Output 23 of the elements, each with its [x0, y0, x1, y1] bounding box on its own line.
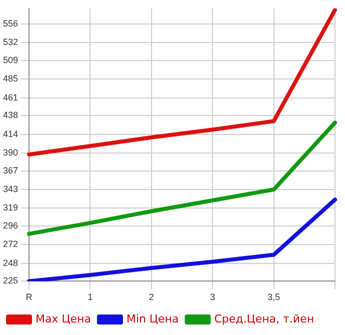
- legend-label: Min Цена: [126, 312, 179, 326]
- y-tick-label: 319: [2, 202, 18, 213]
- y-tick-label: 248: [2, 258, 18, 268]
- y-tick-label: 367: [2, 165, 18, 176]
- x-tick-label: 3,5: [268, 292, 280, 302]
- legend-label: Max Цена: [36, 312, 91, 326]
- x-tick-label: 3: [210, 292, 216, 302]
- y-tick-label: 414: [2, 128, 18, 139]
- y-tick-label: 509: [2, 54, 18, 65]
- y-tick-label: 225: [2, 276, 18, 286]
- x-tick-label: R: [26, 292, 33, 302]
- x-tick-label: 1: [88, 292, 93, 302]
- y-tick-label: 532: [2, 37, 18, 48]
- x-tick-label: 2: [148, 292, 154, 302]
- y-tick-label: 343: [2, 184, 18, 194]
- y-tick-label: 272: [2, 239, 18, 250]
- y-tick-label: 485: [2, 74, 18, 84]
- y-tick-label: 461: [2, 92, 18, 102]
- y-tick-label: 296: [2, 220, 18, 231]
- y-tick-label: 556: [2, 18, 18, 28]
- y-tick-label: 390: [2, 147, 18, 158]
- y-tick-label: 438: [2, 110, 18, 120]
- legend-label: Сред.Цена, т.йен: [214, 312, 314, 326]
